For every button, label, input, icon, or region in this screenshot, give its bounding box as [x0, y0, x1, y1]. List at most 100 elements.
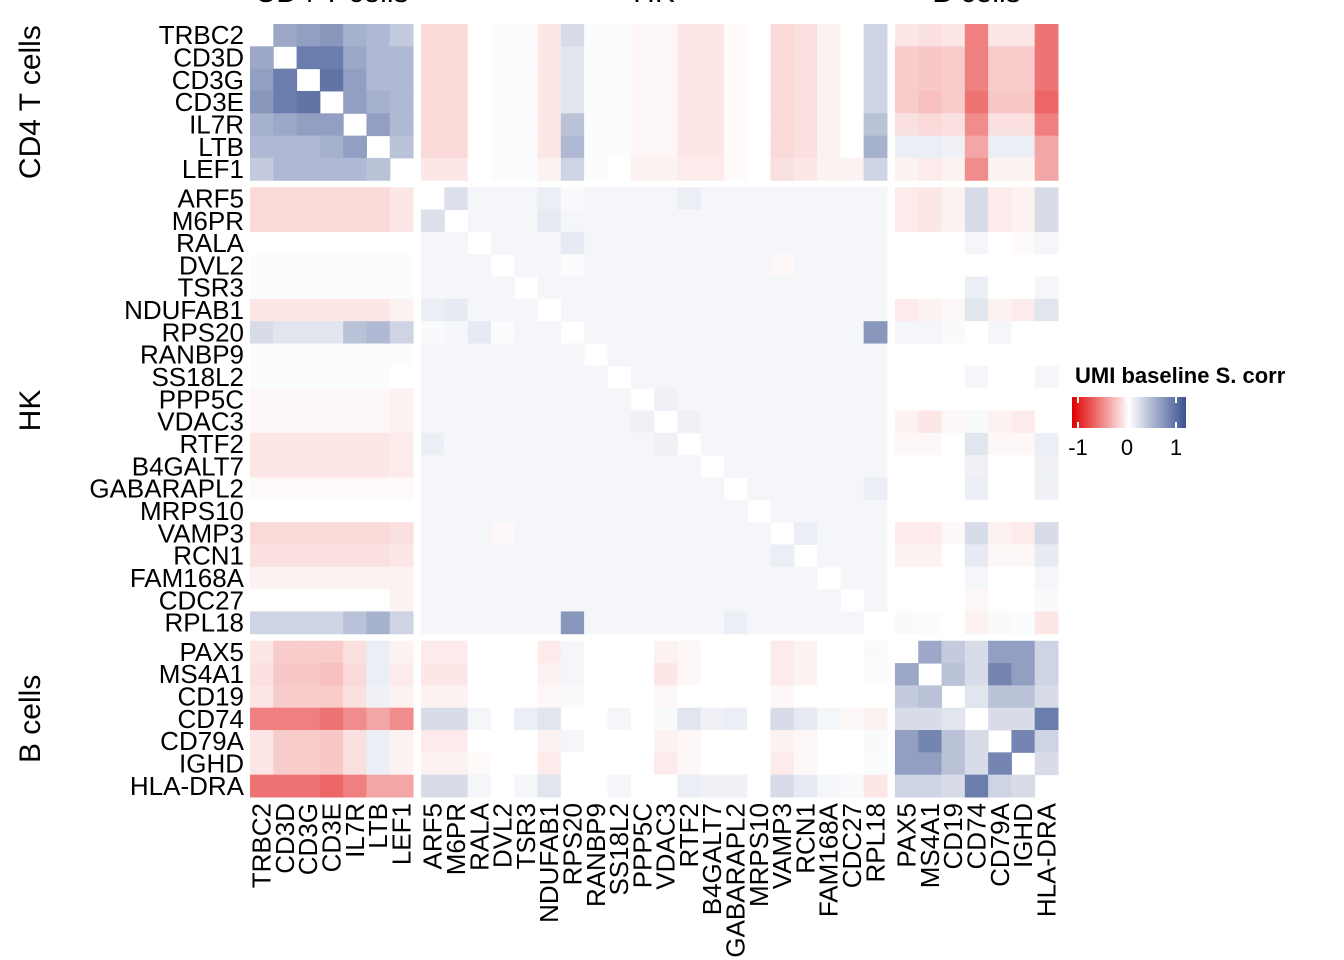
heatmap-cell: [421, 209, 445, 233]
heatmap-cell: [366, 432, 391, 456]
heatmap-cell: [1034, 522, 1059, 545]
heatmap-cell: [514, 157, 539, 181]
heatmap-cell: [1011, 410, 1036, 434]
heatmap-cell: [747, 388, 771, 411]
heatmap-cell: [560, 774, 585, 798]
heatmap-cell: [537, 388, 562, 411]
heatmap-cell: [490, 157, 515, 181]
heatmap-cell: [894, 388, 919, 411]
heatmap-cell: [490, 544, 515, 568]
heatmap-cell: [366, 752, 391, 776]
heatmap-cell: [918, 410, 943, 434]
heatmap-cell: [747, 611, 771, 635]
heatmap-cell: [607, 455, 632, 478]
heatmap-cell: [654, 499, 678, 523]
heatmap-cell: [747, 113, 771, 137]
column-label: RCN1: [790, 803, 820, 874]
row-label: CD3E: [175, 87, 244, 117]
column-label: PAX5: [892, 803, 922, 868]
heatmap-cell: [607, 730, 632, 753]
heatmap-cell: [793, 752, 818, 776]
heatmap-cell: [840, 135, 865, 159]
heatmap-cell: [747, 522, 771, 545]
heatmap-cell: [918, 611, 943, 635]
heatmap-cell: [319, 455, 344, 478]
heatmap-cell: [273, 707, 298, 731]
heatmap-cell: [677, 187, 702, 211]
heatmap-cell: [467, 640, 492, 664]
row-label: RTF2: [179, 429, 244, 459]
heatmap-cell: [747, 254, 771, 278]
heatmap-cell: [537, 113, 562, 137]
heatmap-cell: [863, 455, 888, 478]
heatmap-cell: [894, 730, 919, 753]
heatmap-cell: [490, 68, 515, 92]
heatmap-cell: [250, 90, 274, 114]
heatmap-cell: [514, 365, 539, 389]
heatmap-cell: [250, 685, 274, 709]
heatmap-cell: [747, 566, 771, 590]
heatmap-cell: [273, 388, 298, 411]
heatmap-cell: [343, 321, 367, 345]
heatmap-cell: [770, 113, 795, 137]
heatmap-cell: [677, 566, 702, 590]
heatmap-cell: [319, 388, 344, 411]
heatmap-cell: [250, 231, 274, 255]
heatmap-cell: [444, 276, 469, 300]
heatmap-cell: [366, 640, 391, 664]
heatmap-cell: [1034, 113, 1059, 137]
heatmap-cell: [700, 231, 725, 255]
heatmap-cell: [514, 46, 539, 70]
heatmap-cell: [366, 343, 391, 367]
heatmap-cell: [964, 276, 989, 300]
heatmap-cell: [366, 663, 391, 686]
heatmap-cell: [467, 455, 492, 478]
heatmap-cell: [319, 135, 344, 159]
colorbar: [1072, 397, 1186, 428]
heatmap-cell: [467, 611, 492, 635]
heatmap-cell: [296, 611, 321, 635]
heatmap-cell: [421, 321, 445, 345]
heatmap-cell: [723, 254, 748, 278]
heatmap-cell: [537, 410, 562, 434]
heatmap-cell: [863, 68, 888, 92]
heatmap-cell: [273, 135, 298, 159]
heatmap-cell: [421, 410, 445, 434]
heatmap-cell: [677, 343, 702, 367]
heatmap-cell: [964, 321, 989, 345]
heatmap-cell: [894, 499, 919, 523]
heatmap-cell: [1034, 46, 1059, 70]
heatmap-cell: [793, 365, 818, 389]
heatmap-cell: [863, 24, 888, 47]
heatmap-cell: [366, 730, 391, 753]
heatmap-cell: [817, 343, 841, 367]
heatmap-cell: [444, 589, 469, 612]
heatmap-cell: [560, 566, 585, 590]
heatmap-cell: [894, 135, 919, 159]
heatmap-cell: [700, 685, 725, 709]
heatmap-cell: [319, 663, 344, 686]
heatmap-cell: [840, 522, 865, 545]
heatmap-cell: [964, 566, 989, 590]
column-label: TRBC2: [247, 803, 277, 888]
heatmap-cell: [389, 730, 414, 753]
heatmap-cell: [514, 298, 539, 322]
heatmap-cell: [700, 707, 725, 731]
heatmap-cell: [700, 46, 725, 70]
heatmap-cell: [988, 68, 1012, 92]
heatmap-cell: [444, 231, 469, 255]
heatmap-cell: [296, 410, 321, 434]
heatmap-cell: [863, 365, 888, 389]
heatmap-cell: [918, 46, 943, 70]
heatmap-cell: [723, 499, 748, 523]
heatmap-cell: [537, 209, 562, 233]
heatmap-cell: [560, 388, 585, 411]
heatmap-cell: [560, 254, 585, 278]
heatmap-cell: [941, 477, 966, 501]
heatmap-cell: [319, 707, 344, 731]
heatmap-cell: [770, 68, 795, 92]
heatmap-cell: [607, 276, 632, 300]
column-label: CD79A: [985, 802, 1015, 886]
heatmap-cell: [1011, 113, 1036, 137]
